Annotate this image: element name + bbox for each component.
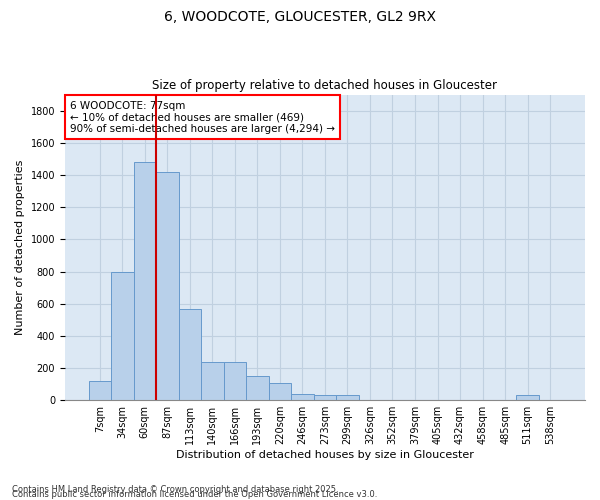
X-axis label: Distribution of detached houses by size in Gloucester: Distribution of detached houses by size … xyxy=(176,450,474,460)
Text: 6 WOODCOTE: 77sqm
← 10% of detached houses are smaller (469)
90% of semi-detache: 6 WOODCOTE: 77sqm ← 10% of detached hous… xyxy=(70,100,335,134)
Bar xyxy=(111,272,134,400)
Bar xyxy=(179,308,201,400)
Bar xyxy=(201,362,224,400)
Title: Size of property relative to detached houses in Gloucester: Size of property relative to detached ho… xyxy=(152,79,497,92)
Bar xyxy=(269,382,291,400)
Bar xyxy=(517,396,539,400)
Bar xyxy=(336,396,359,400)
Bar xyxy=(291,394,314,400)
Text: 6, WOODCOTE, GLOUCESTER, GL2 9RX: 6, WOODCOTE, GLOUCESTER, GL2 9RX xyxy=(164,10,436,24)
Bar xyxy=(246,376,269,400)
Bar xyxy=(224,362,246,400)
Bar xyxy=(156,172,179,400)
Text: Contains HM Land Registry data © Crown copyright and database right 2025.: Contains HM Land Registry data © Crown c… xyxy=(12,484,338,494)
Bar xyxy=(89,381,111,400)
Bar xyxy=(314,396,336,400)
Y-axis label: Number of detached properties: Number of detached properties xyxy=(15,160,25,335)
Text: Contains public sector information licensed under the Open Government Licence v3: Contains public sector information licen… xyxy=(12,490,377,499)
Bar xyxy=(134,162,156,400)
